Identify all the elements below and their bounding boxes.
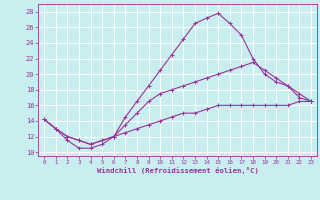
X-axis label: Windchill (Refroidissement éolien,°C): Windchill (Refroidissement éolien,°C) [97, 167, 259, 174]
